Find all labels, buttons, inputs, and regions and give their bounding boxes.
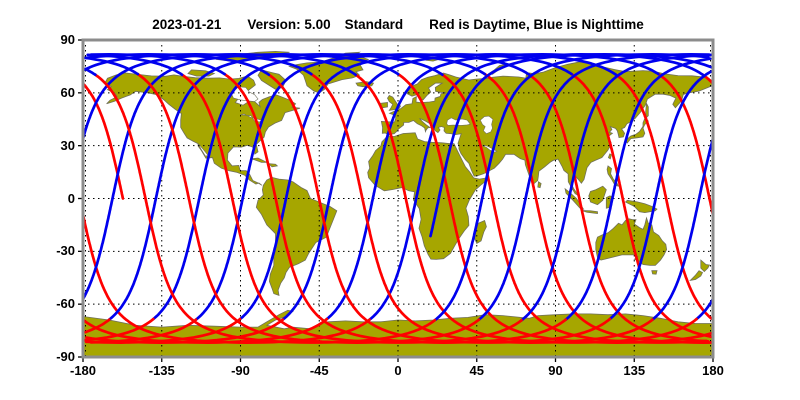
satellite-track-night xyxy=(477,53,711,322)
land-polygon xyxy=(588,185,607,206)
y-axis-tick-label: 60 xyxy=(60,84,75,100)
satellite-track-night xyxy=(89,53,226,76)
satellite-track-night xyxy=(608,70,713,321)
satellite-track-night xyxy=(83,53,400,300)
land-polygon xyxy=(267,163,279,168)
satellite-track-day xyxy=(83,317,329,344)
satellite-track-day xyxy=(180,73,523,344)
satellite-track-day xyxy=(84,318,111,334)
y-axis-tick-label: -90 xyxy=(56,349,75,364)
land-polygon xyxy=(104,72,301,186)
sea-polygon xyxy=(197,143,209,157)
x-axis-tick-label: -180 xyxy=(69,363,97,378)
land-polygon xyxy=(624,117,649,144)
land-polygon xyxy=(288,51,370,94)
y-axis-tick-label: 90 xyxy=(60,32,75,47)
plot-frame xyxy=(81,38,715,359)
land-polygon xyxy=(606,165,620,187)
land-polygon xyxy=(689,270,704,282)
satellite-track-day xyxy=(223,72,568,344)
satellite-track-night xyxy=(325,53,660,321)
satellite-track-night xyxy=(429,53,713,238)
satellite-track-day xyxy=(89,318,198,344)
land-polygon xyxy=(651,270,658,275)
satellite-track-day xyxy=(309,72,654,344)
satellite-track-night xyxy=(83,56,140,76)
satellite-track-day xyxy=(136,72,481,344)
satellite-track-day xyxy=(614,73,713,321)
satellite-track-night xyxy=(83,67,97,77)
satellite-track-day xyxy=(83,317,155,342)
satellite-track-day xyxy=(84,317,242,344)
satellite-track-night xyxy=(368,53,704,322)
satellite-track-night xyxy=(194,53,531,322)
x-axis-tick-label: 135 xyxy=(623,363,646,378)
satellite-track-day xyxy=(93,73,437,344)
satellite-track-day xyxy=(570,72,713,339)
land-polygon xyxy=(607,153,612,160)
figure-title: 2023-01-21 Version: 5.00 Standard Red is… xyxy=(83,17,713,32)
title-legend: Red is Daytime, Blue is Nighttime xyxy=(429,17,644,32)
satellite-track-night xyxy=(520,53,713,322)
satellite-track-night xyxy=(83,53,357,140)
x-axis-tick-label: -45 xyxy=(309,363,329,378)
x-axis-tick-label: -135 xyxy=(148,363,175,378)
x-axis-tick-label: -90 xyxy=(231,363,250,378)
satellite-track-day xyxy=(527,73,710,343)
x-axis-tick-label: 180 xyxy=(702,363,724,378)
satellite-track-night xyxy=(433,53,710,322)
land-polygon xyxy=(250,157,267,163)
y-axis-tick-label: 0 xyxy=(67,190,75,206)
satellite-track-night xyxy=(281,53,618,322)
satellite-track-day xyxy=(267,73,612,344)
satellite-track-day xyxy=(483,72,713,344)
y-axis-tick-label: -30 xyxy=(56,243,75,259)
x-axis-tick-label: 45 xyxy=(469,363,484,378)
satellite-track-night xyxy=(86,53,184,77)
land-polygon xyxy=(537,181,542,189)
land-polygon xyxy=(581,210,598,214)
satellite-track-night xyxy=(151,53,487,321)
land-polygon xyxy=(645,102,649,119)
satellite-track-night xyxy=(107,53,444,322)
satellite-track-night xyxy=(695,298,713,321)
y-axis-tick-label: -60 xyxy=(56,296,75,312)
title-mode: Standard xyxy=(344,17,404,32)
land-polygon xyxy=(380,61,713,197)
satellite-track-day xyxy=(396,72,713,344)
satellite-track-night xyxy=(564,57,712,322)
satellite-track-night xyxy=(651,138,713,322)
title-version: Version: 5.00 xyxy=(247,17,331,32)
map-layers xyxy=(83,40,713,357)
title-date: 2023-01-21 xyxy=(152,17,222,32)
y-axis-tick-label: 30 xyxy=(60,137,75,153)
satellite-track-day xyxy=(440,73,708,344)
satellite-track-night xyxy=(238,53,573,321)
sea-polygon xyxy=(479,115,494,135)
satellite-track-day xyxy=(656,72,713,216)
land-polygon xyxy=(700,259,711,273)
satellite-track-day xyxy=(354,73,698,344)
x-axis-tick-label: 0 xyxy=(394,363,402,378)
x-axis-tick-label: 90 xyxy=(548,363,563,378)
